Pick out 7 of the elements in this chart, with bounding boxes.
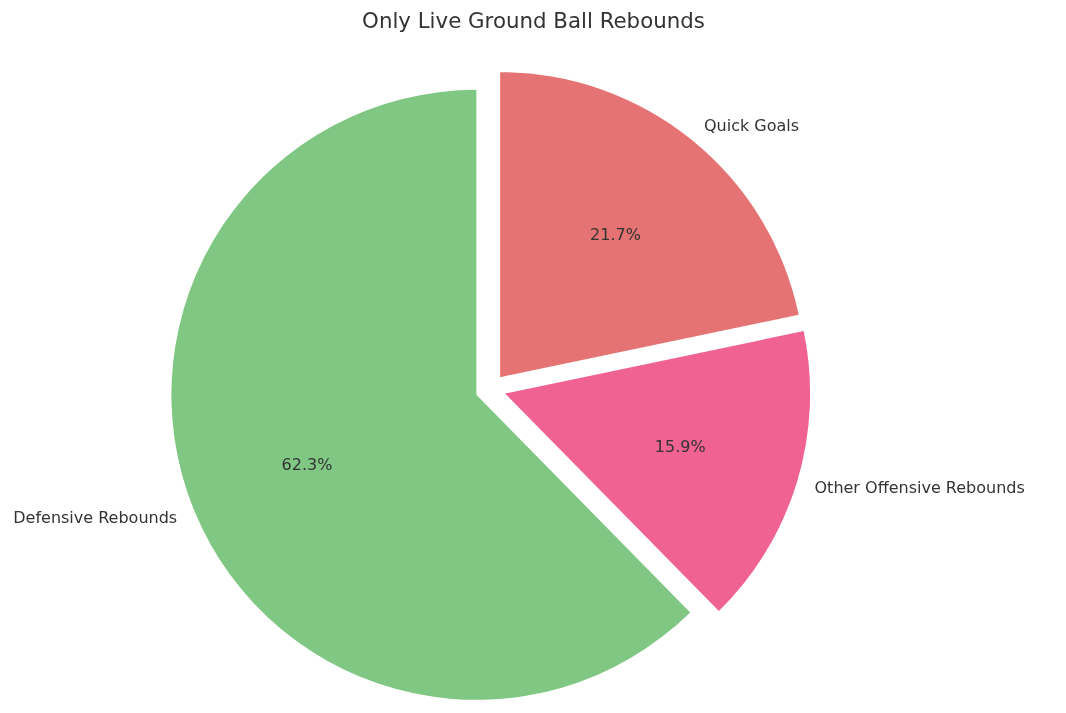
slice-label: Other Offensive Rebounds [814, 478, 1025, 498]
data-label: 62.3% [281, 454, 333, 474]
data-label: 21.7% [590, 225, 641, 245]
data-label: 15.9% [654, 437, 706, 457]
slice-label: Quick Goals [704, 115, 800, 135]
chart-title: Only Live Ground Ball Rebounds [362, 7, 705, 33]
slice-label: Defensive Rebounds [13, 508, 178, 528]
